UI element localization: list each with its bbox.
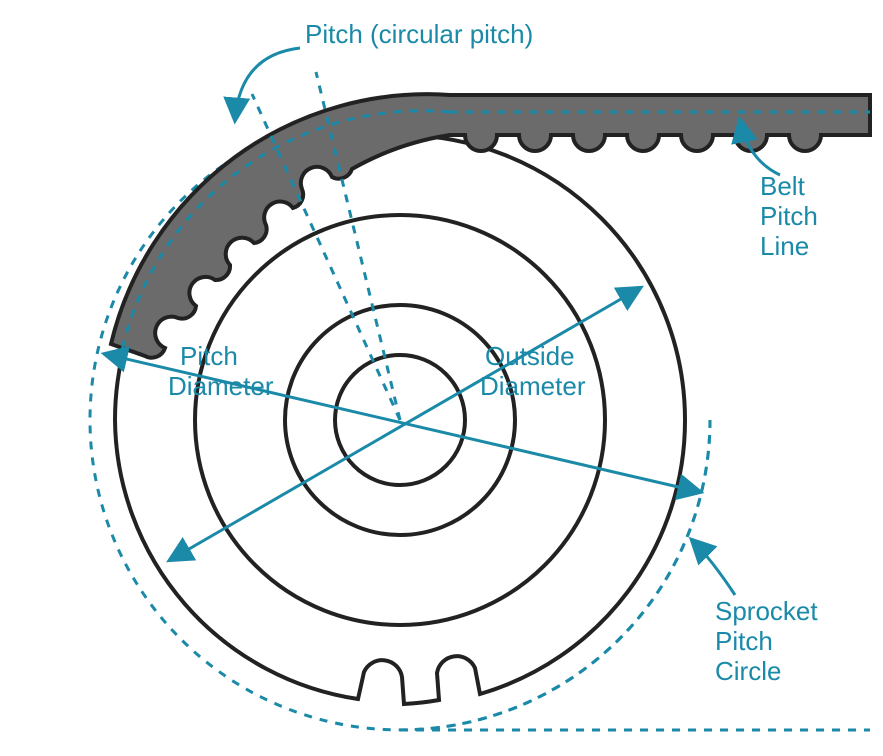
belt-pitch-label-1: Belt — [760, 171, 806, 201]
outside-diameter-label-2: Diameter — [480, 371, 586, 401]
pitch-leader — [235, 48, 300, 120]
sprocket-diagram: Pitch (circular pitch) Belt Pitch Line S… — [0, 0, 883, 756]
pitch-diameter-label-1: Pitch — [180, 341, 238, 371]
sprocket-pitch-label-1: Sprocket — [715, 596, 818, 626]
belt-pitch-label-2: Pitch — [760, 201, 818, 231]
timing-belt — [111, 94, 870, 357]
sprocket-pitch-label-3: Circle — [715, 656, 781, 686]
belt-pitch-label-3: Line — [760, 231, 809, 261]
outside-diameter-label-1: Outside — [485, 341, 575, 371]
pitch-circular-label: Pitch (circular pitch) — [305, 19, 533, 49]
pitch-diameter-label-2: Diameter — [168, 371, 274, 401]
sprocket-pitch-label-2: Pitch — [715, 626, 773, 656]
sprocket-pitch-leader — [692, 540, 735, 595]
outside-diameter-arrow — [170, 288, 640, 560]
